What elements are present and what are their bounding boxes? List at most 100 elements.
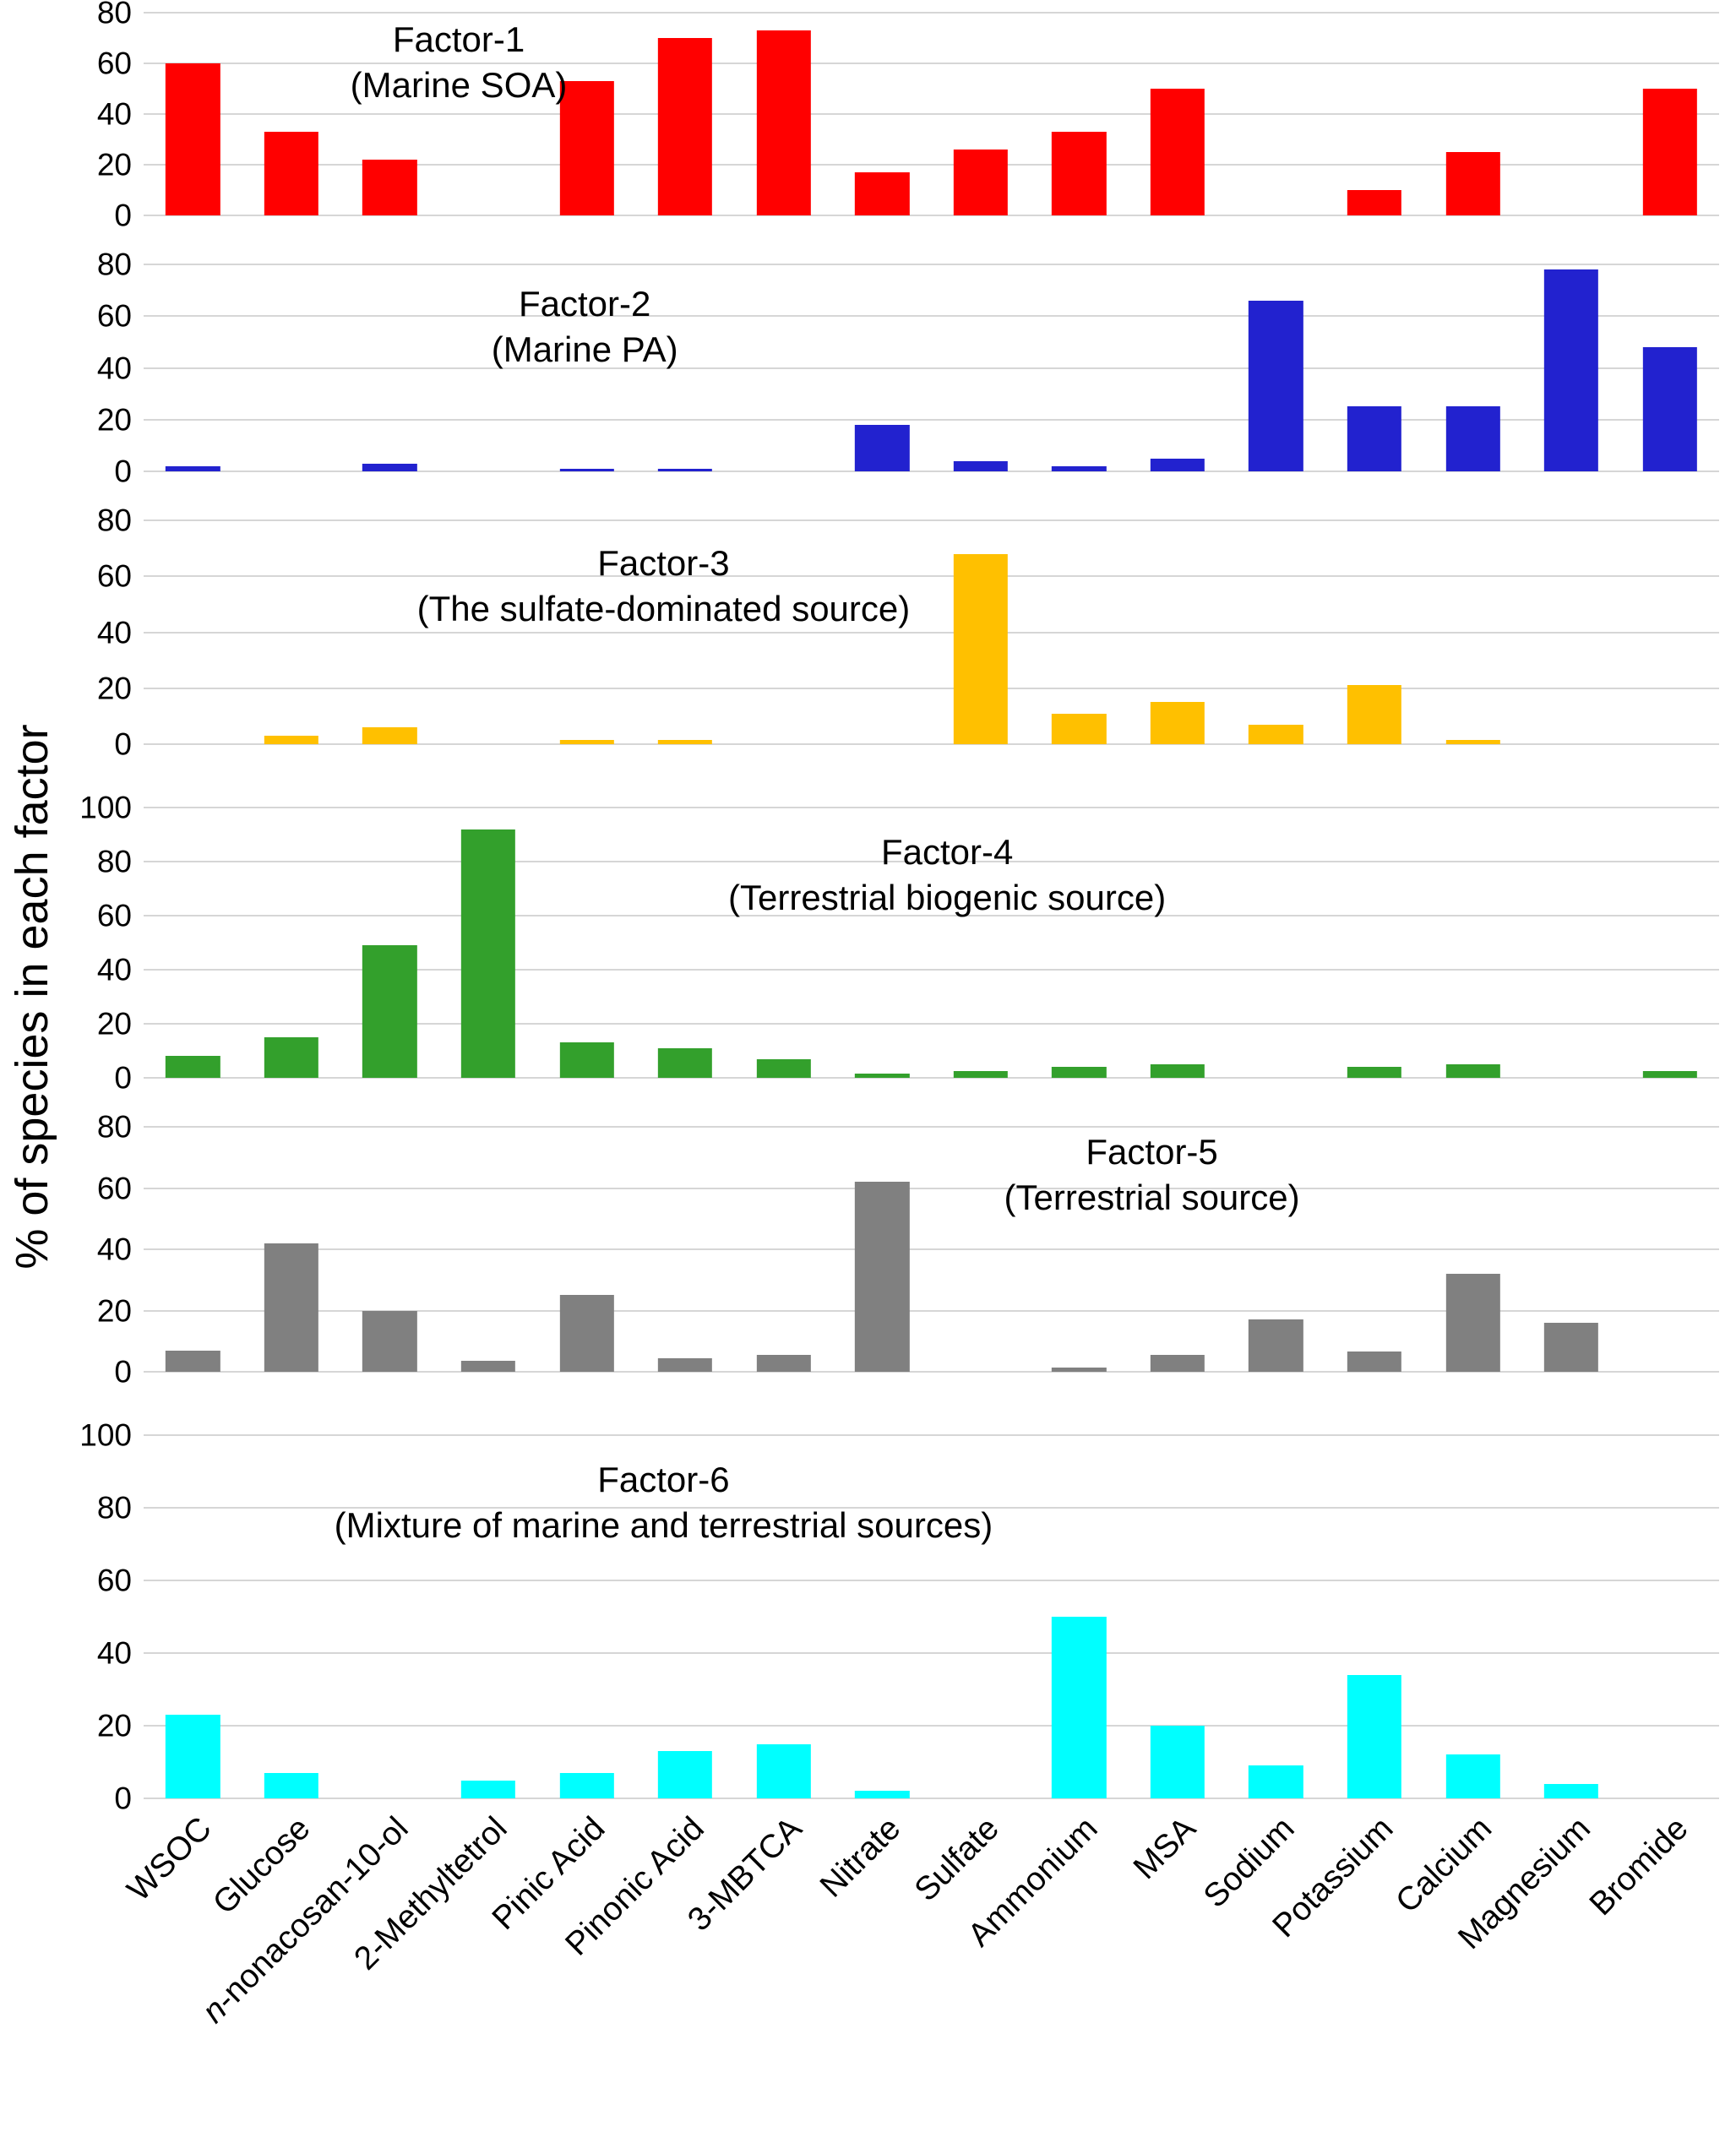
bar-3-mbtca (756, 1058, 811, 1078)
gridline (144, 1309, 1719, 1312)
y-tick-label: 0 (114, 1354, 132, 1390)
chart-panel-factor-6: 0 20 40 60 80 100 Factor-6 (Mixture of marine a… (63, 1420, 1719, 1814)
gridline (144, 1798, 1719, 1799)
panel-subtitle-text: (Marine PA) (491, 329, 678, 370)
y-axis-tick-column: 0 20 40 60 80 (63, 505, 144, 760)
y-tick-label: 80 (96, 503, 132, 538)
bar-ammonium (1052, 1617, 1107, 1798)
y-tick-label: 100 (79, 1417, 132, 1453)
y-tick-label: 40 (96, 351, 132, 385)
bar-wsoc (166, 63, 220, 215)
gridline (144, 1126, 1719, 1128)
bar-wsoc (166, 1350, 220, 1372)
gridline (144, 215, 1719, 216)
plot-area: Factor-4 (Terrestrial biogenic source) (144, 807, 1719, 1079)
bar-sulfate (953, 553, 1008, 744)
bar-calcium (1445, 152, 1500, 215)
bar-pinonic-acid (657, 1047, 713, 1078)
x-tick-label-bromide: Bromide (1583, 1810, 1696, 1923)
y-tick-label: 80 (96, 0, 132, 30)
bar-2-methyltetrol (460, 829, 516, 1078)
bar-calcium (1445, 740, 1500, 744)
bar-pinic-acid (559, 740, 614, 744)
bar-nitrate (855, 424, 910, 471)
plot-area: Factor-5 (Terrestrial source) (144, 1126, 1719, 1373)
bar-calcium (1445, 1274, 1500, 1372)
panels: 0 20 40 60 80 Factor-1 (Marine SOA) 0 20 40 60 80 Fa… (63, 0, 1719, 1814)
x-tick-label-msa: MSA (1127, 1810, 1204, 1887)
bar-sodium (1249, 1765, 1303, 1798)
chart-panel-factor-3: 0 20 40 60 80 Factor-3 (The sulfate-dominated … (63, 505, 1719, 760)
bar-nitrate (855, 1182, 910, 1372)
bar-potassium (1347, 406, 1402, 471)
gridline (144, 63, 1719, 64)
bar-nitrate (855, 1791, 910, 1798)
bar-glucose (264, 132, 319, 215)
bar-bromide (1642, 1071, 1697, 1078)
bar-bromide (1642, 89, 1697, 215)
gridline (144, 969, 1719, 971)
gridline (144, 1077, 1719, 1079)
gridline (144, 1725, 1719, 1727)
y-tick-label: 80 (96, 844, 132, 879)
bar-magnesium (1543, 1783, 1599, 1798)
gridline (144, 113, 1719, 115)
y-tick-label: 40 (96, 615, 132, 650)
bar-n-nonacosan-10-ol (362, 945, 417, 1078)
y-tick-label: 0 (114, 1060, 132, 1096)
x-tick-label-sulfate: Sulfate (907, 1810, 1007, 1909)
panel-title: Factor-3 (The sulfate-dominated source) (417, 541, 911, 633)
y-tick-label: 60 (96, 558, 132, 594)
plot-area: Factor-6 (Mixture of marine and terrestri… (144, 1434, 1719, 1799)
y-tick-label: 20 (96, 402, 132, 438)
gridline (144, 687, 1719, 689)
bar-nitrate (855, 1074, 910, 1078)
bar-2-methyltetrol (460, 1361, 516, 1372)
bar-ammonium (1052, 713, 1107, 744)
bar-pinonic-acid (657, 38, 713, 215)
bar-pinic-acid (559, 468, 614, 471)
bar-potassium (1347, 1674, 1402, 1798)
y-axis-title: % of species in each factor (7, 724, 57, 1270)
panel-title: Factor-4 (Terrestrial biogenic source) (728, 829, 1166, 922)
y-tick-label: 40 (96, 1635, 132, 1671)
gridline (144, 1187, 1719, 1189)
gridline (144, 1023, 1719, 1025)
panel-title-text: Factor-1 (392, 19, 525, 59)
bar-glucose (264, 736, 319, 744)
panel-title-text: Factor-2 (519, 283, 651, 324)
x-axis-labels: WSOC Glucose n-nonacosan-10-ol 2-Methyltetr… (120, 1798, 1719, 2128)
chart-panel-factor-5: 0 20 40 60 80 Factor-5 (Terrestrial source) (63, 1112, 1719, 1388)
gridline (144, 164, 1719, 166)
panel-title-text: Factor-3 (597, 542, 730, 583)
bar-calcium (1445, 1754, 1500, 1798)
gridline (144, 470, 1719, 472)
gridline (144, 418, 1719, 421)
y-tick-label: 20 (96, 147, 132, 182)
y-tick-label: 60 (96, 898, 132, 933)
bar-ammonium (1052, 465, 1107, 471)
bar-3-mbtca (756, 30, 811, 215)
bar-ammonium (1052, 1067, 1107, 1078)
panel-subtitle-text: (Terrestrial biogenic source) (728, 878, 1167, 918)
panel-subtitle-text: (The sulfate-dominated source) (416, 589, 911, 629)
bar-pinonic-acid (657, 468, 713, 471)
gridline (144, 367, 1719, 369)
bar-calcium (1445, 1064, 1500, 1078)
y-tick-label: 0 (114, 1781, 132, 1816)
y-tick-label: 80 (96, 247, 132, 282)
plot-area: Factor-1 (Marine SOA) (144, 12, 1719, 216)
bar-magnesium (1543, 269, 1599, 471)
bar-n-nonacosan-10-ol (362, 727, 417, 744)
bar-2-methyltetrol (460, 1780, 516, 1798)
bar-pinonic-acid (657, 740, 713, 744)
bar-pinic-acid (559, 1042, 614, 1078)
bar-glucose (264, 1037, 319, 1078)
bar-magnesium (1543, 1323, 1599, 1372)
bar-bromide (1642, 347, 1697, 471)
panel-title-text: Factor-6 (597, 1459, 730, 1499)
bar-pinonic-acid (657, 1751, 713, 1798)
plot-area: Factor-2 (Marine PA) (144, 264, 1719, 472)
panel-subtitle-text: (Marine SOA) (350, 65, 568, 106)
bar-msa (1150, 1064, 1205, 1078)
